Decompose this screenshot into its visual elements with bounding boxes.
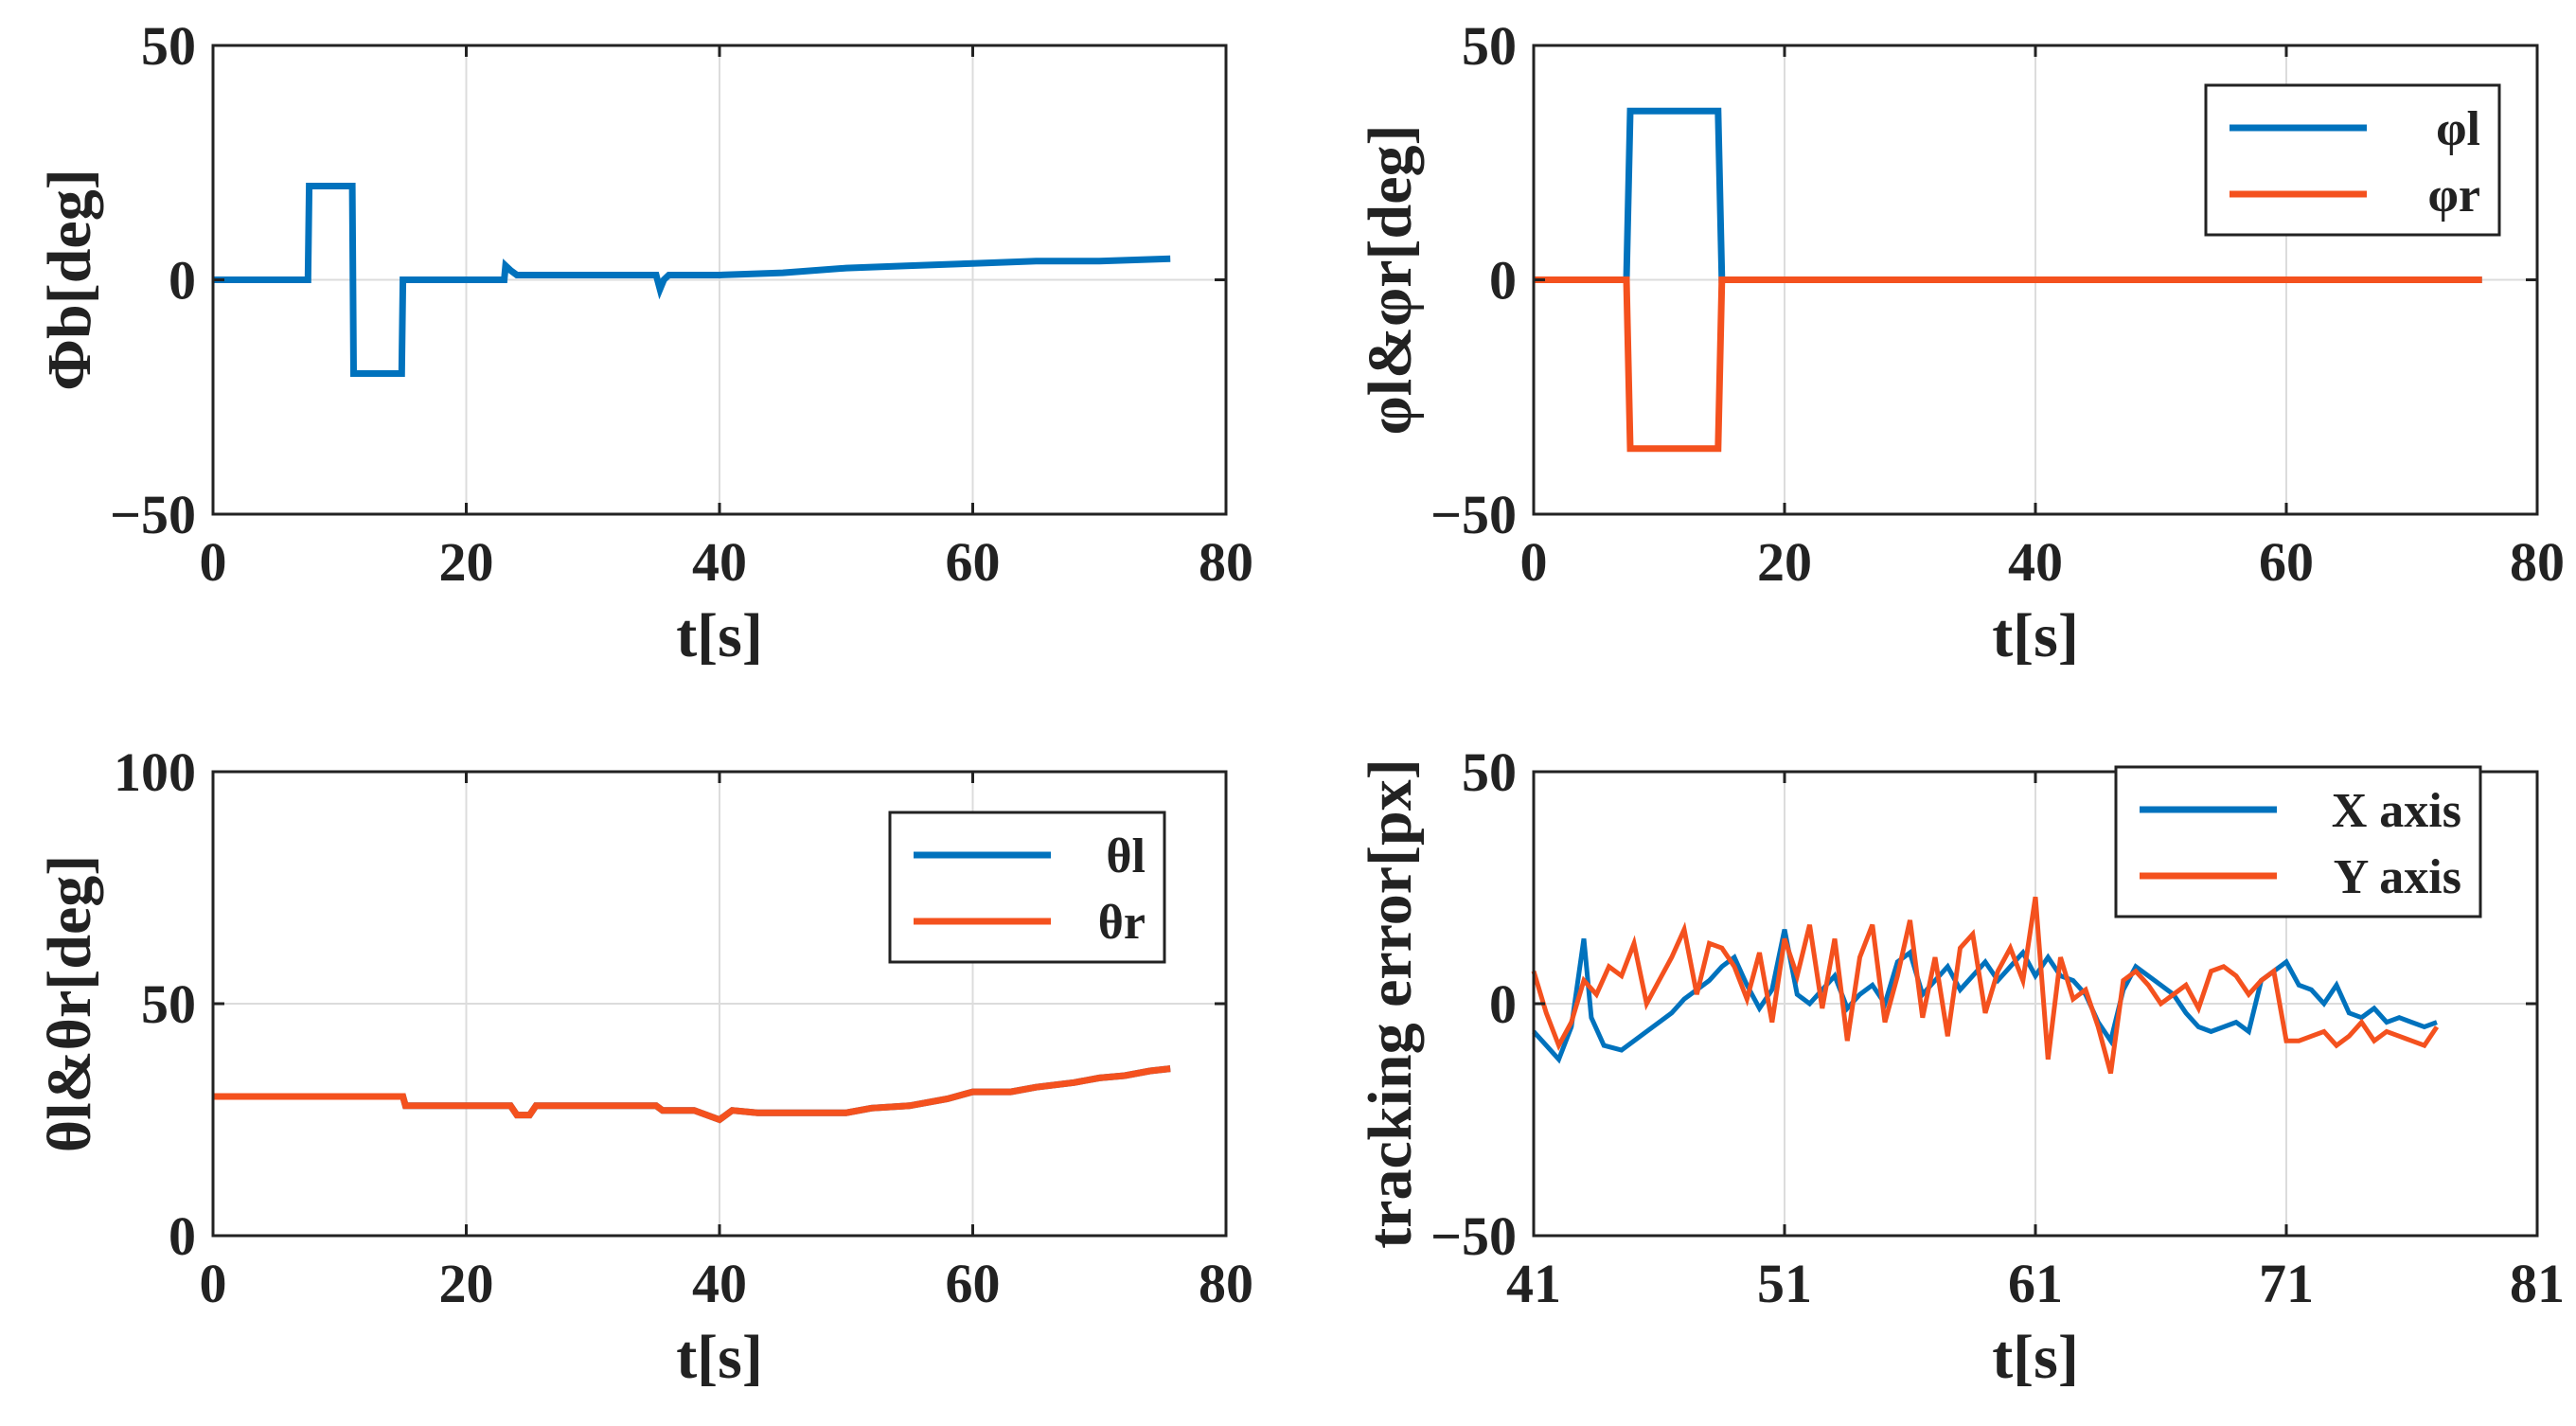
y-tick-label: 0 [1489, 250, 1517, 312]
legend: φl φr [2204, 83, 2501, 237]
y-tick-label: −50 [110, 484, 196, 545]
x-axis-title: t[s] [676, 601, 763, 670]
panel-tracking-error: 41 51 61 71 81 −50 0 50 t[s] tracking error[px] X … [1356, 741, 2565, 1392]
y-axis-title: θl&θr[deg] [35, 855, 104, 1152]
x-tick-label: 80 [2510, 531, 2565, 593]
series-line-y-axis [1531, 896, 2440, 1075]
x-tick-label: 80 [1199, 1253, 1253, 1314]
x-tick-label: 61 [2008, 1253, 2063, 1314]
legend: X axis Y axis [2114, 765, 2482, 918]
x-tick-label: 40 [692, 531, 747, 593]
x-tick-label: 41 [1506, 1253, 1561, 1314]
x-axis-title: t[s] [1992, 601, 2079, 670]
x-tick-label: 60 [946, 531, 1001, 593]
y-axis-title: tracking error[px] [1356, 758, 1425, 1248]
y-tick-label: 50 [1462, 741, 1517, 803]
x-tick-label: 20 [439, 1253, 494, 1314]
series-line-r [213, 1065, 1171, 1124]
y-tick-label: 50 [141, 15, 196, 77]
legend-label: Y axis [2334, 850, 2461, 904]
y-tick-label: 0 [1489, 973, 1517, 1035]
legend-box [888, 811, 1166, 964]
y-tick-label: −50 [1430, 1205, 1517, 1267]
y-axis-title: Φb[deg] [35, 169, 104, 390]
x-tick-label: 0 [1520, 531, 1548, 593]
series-line-b [213, 183, 1171, 377]
y-tick-label: 0 [169, 250, 196, 312]
legend: θl θr [888, 811, 1166, 964]
x-axis-title: t[s] [1992, 1323, 2079, 1392]
y-axis-title: φl&φr[deg] [1356, 125, 1425, 436]
x-tick-label: 40 [2008, 531, 2063, 593]
x-tick-label: 60 [2259, 531, 2314, 593]
x-tick-label: 0 [200, 1253, 227, 1314]
x-tick-label: 71 [2259, 1253, 2314, 1314]
y-tick-label: 100 [114, 741, 196, 803]
x-tick-label: 80 [1199, 531, 1253, 593]
legend-box [2204, 83, 2501, 237]
legend-label: φl [2436, 102, 2480, 156]
legend-label: θl [1106, 829, 1146, 883]
series-line-r [1534, 276, 2482, 453]
legend-label: X axis [2332, 784, 2461, 838]
legend-label: φr [2427, 169, 2480, 223]
legend-label: θr [1098, 896, 1146, 950]
panel-left-right-theta: 0 20 40 60 80 0 50 100 t[s] θl&θr[deg] θl θr [35, 741, 1253, 1392]
x-tick-label: 40 [692, 1253, 747, 1314]
y-tick-label: 0 [169, 1205, 196, 1267]
x-tick-label: 0 [200, 531, 227, 593]
x-tick-label: 60 [946, 1253, 1001, 1314]
series-line-x-axis [1532, 929, 2438, 1064]
x-tick-label: 20 [439, 531, 494, 593]
x-tick-label: 51 [1757, 1253, 1812, 1314]
y-tick-label: 50 [141, 973, 196, 1035]
x-axis-title: t[s] [676, 1323, 763, 1392]
x-tick-label: 81 [2510, 1253, 2565, 1314]
x-tick-label: 20 [1757, 531, 1812, 593]
y-tick-label: 50 [1462, 15, 1517, 77]
y-tick-label: −50 [1430, 484, 1517, 545]
legend-box [2114, 765, 2482, 918]
